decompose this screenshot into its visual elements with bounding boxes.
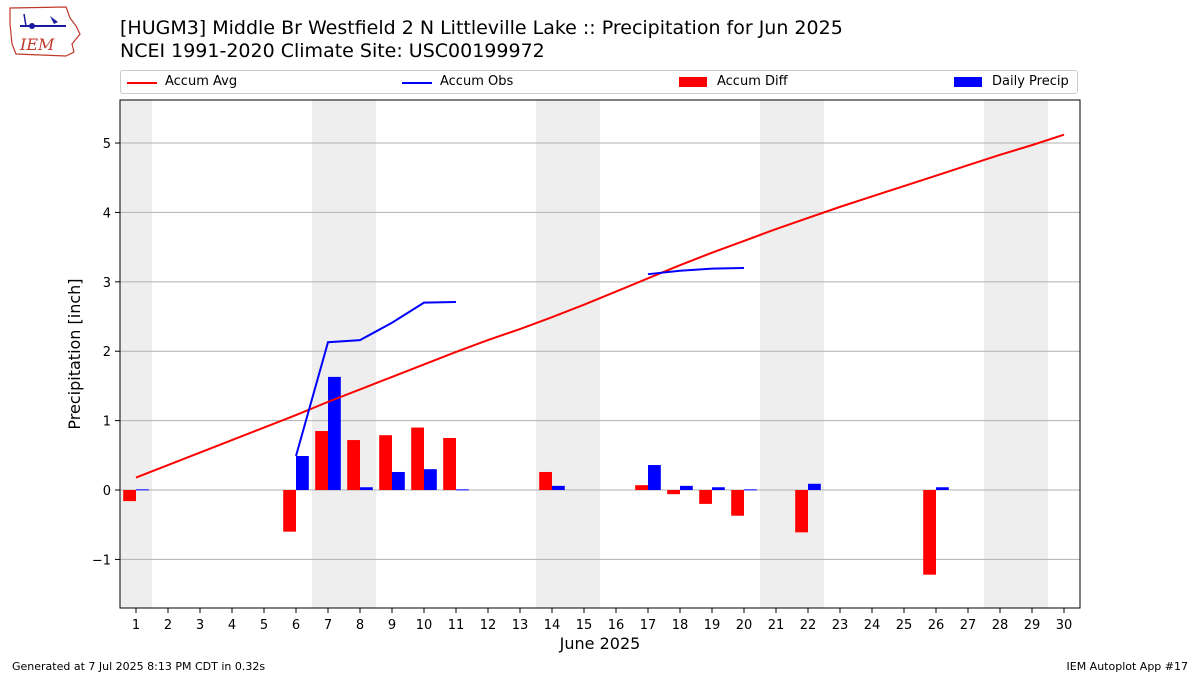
accum-diff-bar — [443, 437, 456, 491]
daily-precip-bar — [680, 485, 693, 491]
daily-precip-bar — [744, 489, 757, 491]
x-tick-label: 10 — [416, 618, 433, 633]
x-tick-label: 8 — [356, 618, 364, 633]
weekend-shade — [536, 100, 600, 608]
legend-label: Accum Diff — [717, 74, 788, 89]
accum-diff-bar — [635, 485, 648, 491]
daily-precip-bar — [360, 487, 373, 491]
y-tick-label: 1 — [103, 415, 111, 430]
daily-precip-bar — [936, 487, 949, 491]
x-tick-label: 11 — [448, 618, 465, 633]
daily-precip-bar — [648, 465, 661, 491]
daily-precip-bar — [136, 489, 149, 491]
accum-diff-bar — [283, 490, 296, 532]
accum-avg-line — [135, 133, 1065, 479]
accum-diff-bar — [379, 435, 392, 491]
y-tick-label: 2 — [103, 345, 111, 360]
weekend-shade — [312, 100, 376, 608]
x-tick-label: 30 — [1056, 618, 1073, 633]
x-tick-label: 1 — [132, 618, 140, 633]
app-credit: IEM Autoplot App #17 — [1066, 660, 1189, 673]
x-tick-label: 28 — [992, 618, 1009, 633]
x-axis-label: June 2025 — [559, 634, 641, 653]
x-tick-label: 26 — [928, 618, 945, 633]
x-tick-label: 6 — [292, 618, 300, 633]
x-tick-label: 16 — [608, 618, 625, 633]
accum-diff-bar — [315, 431, 328, 491]
y-tick-label: 3 — [103, 276, 111, 291]
x-tick-label: 4 — [228, 618, 236, 633]
y-axis-label: Precipitation [inch] — [65, 278, 84, 429]
daily-precip-bar — [392, 471, 405, 491]
weekend-shade — [760, 100, 824, 608]
svg-text:IEM: IEM — [19, 35, 55, 54]
x-tick-label: 14 — [544, 618, 561, 633]
y-tick-label: 4 — [103, 206, 111, 221]
x-tick-label: 29 — [1024, 618, 1041, 633]
x-tick-label: 3 — [196, 618, 204, 633]
daily-precip-bar — [552, 485, 565, 491]
x-tick-label: 19 — [704, 618, 721, 633]
x-tick-label: 22 — [800, 618, 817, 633]
x-tick-label: 17 — [640, 618, 657, 633]
accum-diff-bar — [699, 490, 712, 504]
x-tick-label: 13 — [512, 618, 529, 633]
y-tick-label: 0 — [103, 484, 111, 499]
legend: Accum Avg Accum Obs Accum Diff Daily Pre… — [120, 70, 1078, 94]
plot-frame — [119, 99, 1081, 609]
x-tick-label: 15 — [576, 618, 593, 633]
chart-subtitle: NCEI 1991-2020 Climate Site: USC00199972 — [120, 40, 545, 62]
accum-obs-line — [295, 300, 457, 457]
accum-obs-line — [647, 266, 745, 276]
x-tick-label: 12 — [480, 618, 497, 633]
x-tick-label: 2 — [164, 618, 172, 633]
accum-diff-bar — [539, 471, 552, 491]
accum-diff-bar — [411, 427, 424, 491]
legend-label: Daily Precip — [992, 74, 1069, 89]
daily-precip-bar — [328, 376, 341, 491]
legend-swatch — [679, 77, 707, 87]
y-tick-label: −1 — [92, 553, 111, 568]
legend-swatch — [402, 82, 432, 84]
x-tick-label: 18 — [672, 618, 689, 633]
daily-precip-bar — [808, 483, 821, 491]
x-tick-label: 25 — [896, 618, 913, 633]
x-tick-label: 23 — [832, 618, 849, 633]
daily-precip-bar — [712, 487, 725, 491]
iem-logo: IEM — [6, 4, 82, 62]
x-tick-label: 9 — [388, 618, 396, 633]
chart-title: [HUGM3] Middle Br Westfield 2 N Littlevi… — [120, 17, 843, 39]
accum-diff-bar — [795, 490, 808, 533]
accum-diff-bar — [123, 490, 136, 502]
accum-diff-bar — [667, 490, 680, 495]
x-tick-label: 7 — [324, 618, 332, 633]
x-tick-label: 21 — [768, 618, 785, 633]
daily-precip-bar — [456, 489, 469, 491]
y-tick-label: 5 — [103, 137, 111, 152]
x-tick-label: 20 — [736, 618, 753, 633]
accum-diff-bar — [923, 490, 936, 575]
weekend-shade — [120, 100, 152, 608]
daily-precip-bar — [424, 469, 437, 491]
generated-timestamp: Generated at 7 Jul 2025 8:13 PM CDT in 0… — [12, 660, 266, 673]
weekend-shade — [984, 100, 1048, 608]
daily-precip-bar — [296, 456, 309, 491]
accum-diff-bar — [347, 440, 360, 491]
legend-swatch — [954, 77, 982, 87]
x-tick-label: 27 — [960, 618, 977, 633]
legend-label: Accum Obs — [440, 74, 514, 89]
legend-label: Accum Avg — [165, 74, 238, 89]
legend-swatch — [127, 82, 157, 84]
x-tick-label: 5 — [260, 618, 268, 633]
x-tick-label: 24 — [864, 618, 881, 633]
accum-diff-bar — [731, 490, 744, 516]
